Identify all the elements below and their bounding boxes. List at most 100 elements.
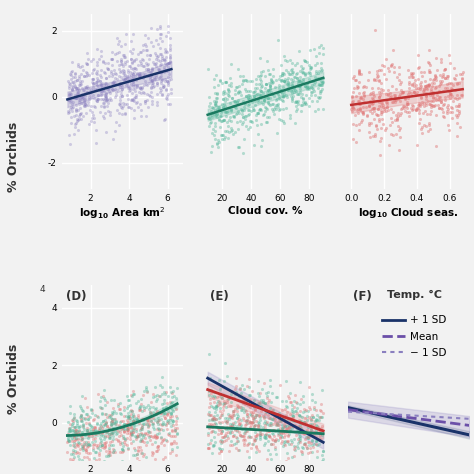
Point [148, 64, 155, 72]
Point [246, 403, 254, 411]
Point [104, 65, 111, 73]
Point [157, 86, 164, 94]
Point [84, 449, 92, 457]
Point [137, 100, 144, 108]
Point [309, 437, 316, 445]
Point [438, 77, 446, 84]
Point [72, 84, 79, 92]
Point [298, 68, 306, 76]
Point [146, 408, 154, 415]
Point [137, 48, 144, 56]
Point [401, 108, 409, 115]
Point [292, 102, 300, 110]
Point [146, 437, 154, 444]
Point [157, 24, 164, 32]
Point [291, 397, 298, 404]
Point [166, 34, 173, 42]
Point [432, 54, 439, 61]
Point [298, 424, 305, 432]
Point [158, 90, 165, 98]
Point [307, 448, 314, 456]
Point [260, 111, 267, 118]
Point [78, 435, 86, 443]
Point [291, 98, 299, 106]
Point [82, 438, 90, 446]
Point [124, 427, 132, 434]
Point [236, 392, 243, 400]
Point [299, 68, 307, 76]
Point [144, 416, 151, 423]
Point [167, 422, 174, 429]
Point [283, 428, 291, 436]
Point [419, 100, 426, 108]
Point [408, 69, 415, 77]
Point [385, 141, 392, 148]
Point [224, 91, 232, 99]
Point [245, 91, 253, 99]
Point [159, 404, 167, 411]
Point [110, 67, 118, 74]
Point [229, 102, 237, 109]
Point [112, 425, 120, 432]
Point [251, 422, 258, 430]
Point [285, 394, 293, 402]
Point [236, 419, 244, 427]
Point [295, 78, 302, 85]
Point [97, 53, 104, 60]
Point [137, 430, 144, 438]
Point [114, 34, 121, 42]
Point [65, 427, 73, 434]
Point [237, 421, 245, 429]
Point [108, 429, 115, 437]
Point [168, 86, 175, 93]
Point [67, 91, 75, 98]
Point [204, 444, 211, 452]
Point [389, 99, 396, 106]
Point [156, 35, 164, 42]
Point [302, 83, 310, 91]
Point [270, 92, 278, 100]
Point [377, 66, 384, 73]
Point [275, 410, 283, 417]
Point [66, 70, 74, 77]
Point [281, 56, 289, 64]
Point [438, 98, 445, 106]
Point [165, 419, 173, 427]
Point [230, 97, 237, 105]
Point [130, 106, 137, 114]
Point [239, 72, 247, 79]
Point [133, 99, 140, 106]
Point [212, 466, 219, 474]
Point [146, 414, 154, 422]
Point [129, 417, 137, 424]
Point [359, 109, 366, 116]
Point [251, 421, 258, 428]
Point [127, 414, 134, 421]
Point [246, 424, 254, 432]
Point [216, 76, 223, 83]
Point [266, 450, 274, 458]
Point [230, 421, 238, 428]
Point [386, 121, 393, 129]
Point [218, 429, 225, 437]
Point [381, 107, 388, 115]
Point [221, 400, 229, 407]
Point [279, 428, 287, 436]
Point [206, 99, 214, 107]
Point [208, 415, 216, 422]
Point [312, 70, 320, 77]
Point [160, 456, 167, 463]
Point [152, 55, 160, 62]
Point [261, 432, 269, 439]
Point [312, 75, 319, 82]
Point [454, 114, 461, 121]
Point [232, 425, 239, 432]
Point [257, 91, 264, 99]
Point [253, 448, 260, 456]
Point [134, 98, 141, 106]
Point [416, 85, 424, 92]
Point [123, 91, 131, 99]
Point [94, 441, 101, 449]
Point [71, 423, 79, 430]
Point [358, 70, 365, 78]
